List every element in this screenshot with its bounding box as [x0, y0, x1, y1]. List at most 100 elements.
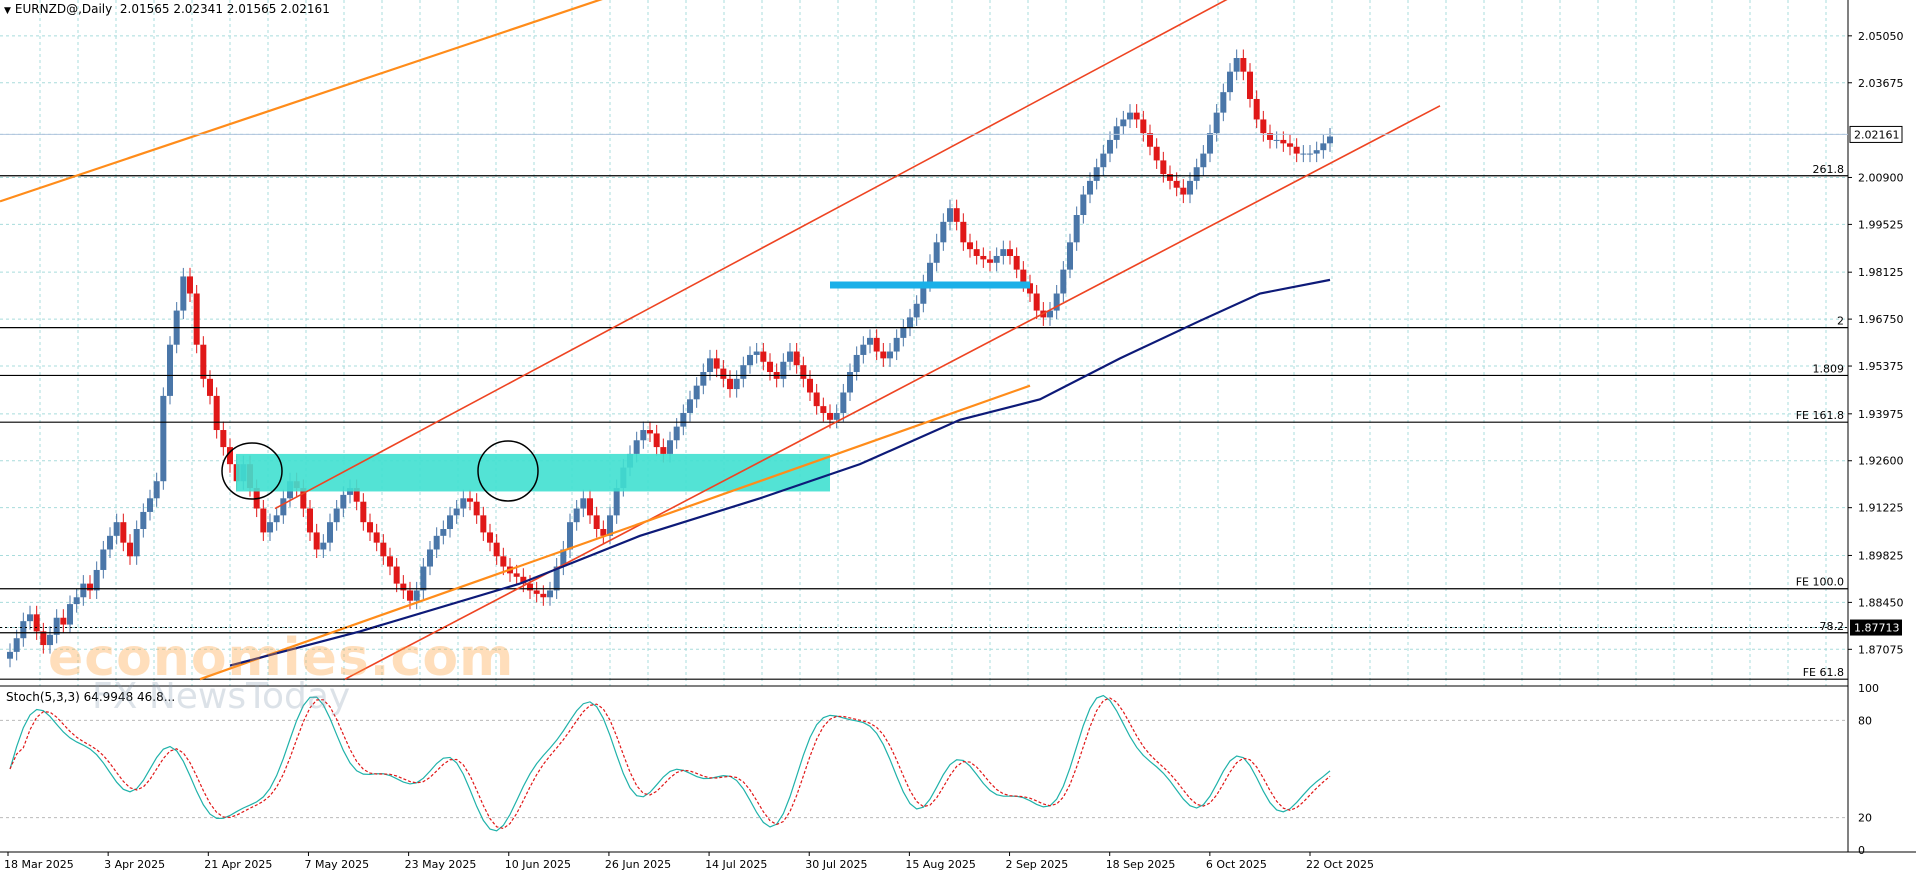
- dropdown-arrow-icon[interactable]: ▼: [4, 6, 11, 16]
- candle: [833, 412, 840, 420]
- candle: [867, 337, 873, 345]
- candle: [760, 351, 767, 362]
- candle: [1080, 194, 1087, 216]
- trendline-orange-lower: [199, 384, 1031, 681]
- date-tick-label: 22 Oct 2025: [1306, 858, 1374, 871]
- candle: [687, 399, 693, 413]
- candle: [520, 576, 527, 584]
- candle: [33, 614, 40, 632]
- candle: [747, 354, 753, 366]
- candle: [1307, 153, 1313, 155]
- price-tick-label: 1.99525: [1858, 218, 1904, 231]
- candle: [1160, 160, 1167, 175]
- candle: [947, 208, 953, 222]
- candle: [487, 532, 493, 543]
- candle: [133, 529, 140, 557]
- candle: [300, 488, 307, 509]
- candle: [887, 351, 893, 359]
- candle: [267, 522, 273, 533]
- candle: [587, 498, 593, 516]
- candle: [73, 597, 80, 605]
- candle: [1127, 112, 1133, 120]
- candle: [533, 590, 540, 594]
- candle: [500, 556, 507, 567]
- candle: [27, 614, 33, 622]
- candle: [1240, 58, 1247, 72]
- candle: [1193, 167, 1200, 181]
- candle: [207, 378, 213, 396]
- candle: [1153, 146, 1160, 161]
- date-tick-label: 26 Jun 2025: [605, 858, 671, 871]
- candle: [973, 249, 980, 256]
- candle: [433, 535, 440, 550]
- candle: [707, 358, 713, 373]
- candle: [373, 532, 380, 543]
- candle: [953, 208, 960, 222]
- candle: [800, 365, 807, 379]
- candle: [467, 498, 473, 502]
- stoch-signal-line: [9, 697, 1331, 830]
- price-tick-label: 1.89825: [1858, 549, 1904, 562]
- candle: [13, 638, 20, 652]
- level-label: FE 61.8: [1803, 666, 1844, 679]
- candle: [320, 542, 327, 550]
- candle: [460, 498, 467, 509]
- candle: [1280, 139, 1287, 144]
- current-price-label: 2.02161: [1854, 128, 1900, 141]
- candle: [740, 365, 747, 379]
- candle: [100, 549, 107, 570]
- stoch-main-line: [9, 694, 1331, 832]
- candle: [413, 590, 420, 601]
- date-tick-label: 6 Oct 2025: [1206, 858, 1267, 871]
- candle: [200, 344, 207, 379]
- candle: [1207, 133, 1213, 154]
- stochastic-label: Stoch(5,3,3) 64.9948 46.8...: [6, 690, 176, 704]
- candle: [547, 590, 553, 598]
- candle: [893, 337, 900, 352]
- candle: [113, 522, 120, 536]
- candle: [680, 412, 687, 427]
- date-tick-label: 2 Sep 2025: [1006, 858, 1069, 871]
- candle: [993, 255, 1000, 263]
- price-tick-label: 2.03675: [1858, 77, 1904, 90]
- stoch-tick-label: 80: [1858, 714, 1872, 727]
- candle: [227, 447, 233, 465]
- channel-upper: [274, 0, 1228, 510]
- candle: [1293, 146, 1300, 154]
- candle: [913, 303, 920, 318]
- candle: [567, 522, 573, 550]
- candle: [340, 494, 347, 509]
- candle: [1227, 71, 1233, 93]
- candle: [1233, 58, 1240, 72]
- candle: [1033, 293, 1040, 311]
- candle: [813, 392, 820, 407]
- candle: [1260, 119, 1267, 134]
- candle: [1007, 249, 1013, 256]
- candle: [160, 395, 167, 482]
- candle: [440, 529, 447, 536]
- candle: [900, 327, 907, 338]
- candle: [980, 255, 987, 260]
- candle: [873, 337, 880, 352]
- candle: [920, 283, 927, 304]
- candle: [787, 351, 793, 362]
- candle: [593, 515, 600, 530]
- candle: [960, 221, 967, 243]
- candle: [193, 293, 200, 345]
- level-label: 261.8: [1813, 163, 1845, 176]
- candle: [580, 498, 587, 509]
- candle: [720, 368, 727, 379]
- candle: [560, 549, 567, 567]
- candle: [753, 351, 760, 355]
- stoch-tick-label: 0: [1858, 844, 1865, 857]
- candle: [767, 361, 773, 373]
- candle: [540, 593, 547, 598]
- candle: [1107, 139, 1113, 154]
- candle: [933, 242, 940, 263]
- date-tick-label: 7 May 2025: [304, 858, 369, 871]
- candle: [613, 488, 620, 516]
- candle: [793, 351, 800, 366]
- level-label: FE 100.0: [1796, 576, 1844, 589]
